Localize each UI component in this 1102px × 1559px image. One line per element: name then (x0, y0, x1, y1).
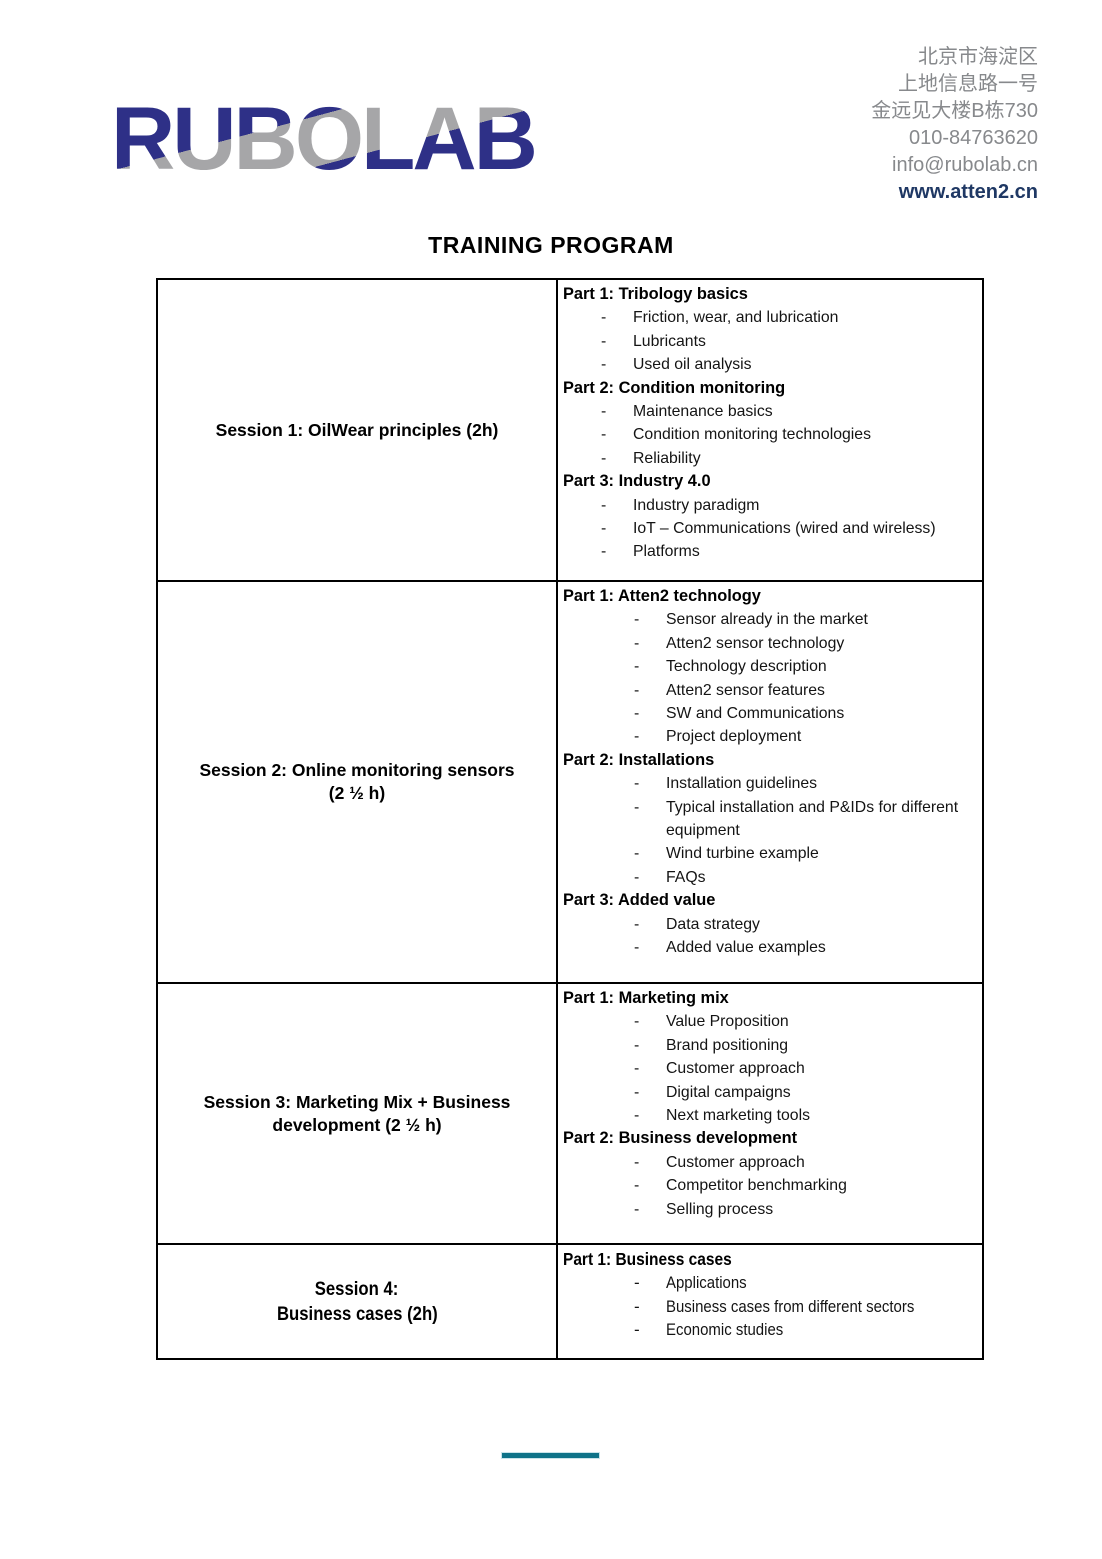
part-item-list: Data strategy Added value examples (563, 913, 978, 960)
session-title-line: Session 4: (309, 1277, 404, 1302)
part-heading: Part 2: Business development (563, 1129, 798, 1148)
part-heading: Part 2: Condition monitoring (563, 378, 786, 397)
list-item: Customer approach (563, 1057, 978, 1081)
part-heading: Part 1: Marketing mix (563, 989, 729, 1007)
part-heading: Part 2: Installations (563, 750, 715, 769)
session-3-content-cell: Part 1: Marketing mix Value Proposition … (558, 984, 982, 1243)
part-heading: Part 3: Industry 4.0 (563, 472, 711, 491)
table-row-session-1: Session 1: OilWear principles (2h) Part … (158, 280, 982, 580)
list-item: Value Proposition (563, 1010, 978, 1034)
session-title-line: Business cases (2h) (266, 1302, 449, 1327)
part-heading: Part 1: Atten2 technology (563, 587, 761, 605)
footer-divider (502, 1453, 599, 1458)
table-row-session-4: Session 4: Business cases (2h) Part 1: B… (158, 1243, 982, 1358)
part-heading: Part 1: Tribology basics (563, 285, 748, 303)
list-item: Wind turbine example (563, 842, 978, 866)
list-item: Sensor already in the market (563, 608, 978, 632)
part-item-list: Maintenance basics Condition monitoring … (563, 400, 978, 471)
part-item-list: Customer approach Competitor benchmarkin… (563, 1151, 978, 1222)
session-title-line: Session 2: Online monitoring sensors (199, 760, 515, 780)
part-item-list: Applications Business cases from differe… (563, 1271, 978, 1342)
list-item: Customer approach (563, 1151, 978, 1175)
training-program-table: Session 1: OilWear principles (2h) Part … (156, 278, 984, 1360)
session-4-content-cell: Part 1: Business cases Applications Busi… (558, 1245, 982, 1358)
list-item: Platforms (563, 540, 978, 564)
website-url: www.atten2.cn (898, 181, 1038, 203)
part-item-list: Friction, wear, and lubrication Lubrican… (563, 306, 978, 377)
list-item-text: Applications (666, 1273, 747, 1293)
list-item: Brand positioning (563, 1034, 978, 1058)
list-item: Project deployment (563, 725, 978, 749)
part-item-list: Sensor already in the market Atten2 sens… (563, 608, 978, 749)
session-2-title-cell: Session 2: Online monitoring sensors (2 … (158, 582, 558, 982)
session-1-content-cell: Part 1: Tribology basics Friction, wear,… (558, 280, 982, 580)
session-title-line: development (2 ½ h) (272, 1114, 442, 1135)
list-item: Maintenance basics (563, 400, 978, 424)
part-item-list: Installation guidelines Typical installa… (563, 772, 978, 889)
list-item: IoT – Communications (wired and wireless… (563, 517, 978, 541)
list-item: Selling process (563, 1198, 978, 1222)
list-item: Data strategy (563, 913, 978, 937)
list-item: Added value examples (563, 936, 978, 960)
list-item: Atten2 sensor features (563, 679, 978, 703)
list-item: Typical installation and P&IDs for diffe… (563, 796, 978, 843)
list-item: Competitor benchmarking (563, 1174, 978, 1198)
list-item: Reliability (563, 447, 978, 471)
list-item: Installation guidelines (563, 772, 978, 796)
table-row-session-2: Session 2: Online monitoring sensors (2 … (158, 580, 982, 982)
session-2-content-cell: Part 1: Atten2 technology Sensor already… (558, 582, 982, 982)
list-item: Economic studies (563, 1318, 978, 1342)
list-item: Next marketing tools (563, 1104, 978, 1128)
list-item: Friction, wear, and lubrication (563, 306, 978, 330)
list-item: Business cases from different sectors (563, 1295, 978, 1319)
list-item: Lubricants (563, 330, 978, 354)
part-heading: Part 3: Added value (563, 891, 716, 910)
address-line-building: 金远见大楼B栋730 (871, 100, 1038, 122)
part-item-list: Value Proposition Brand positioning Cust… (563, 1010, 978, 1127)
phone-number: 010-84763620 (908, 127, 1038, 149)
list-item: SW and Communications (563, 702, 978, 726)
session-title-text: Session 4: (315, 1278, 399, 1300)
session-4-title-cell: Session 4: Business cases (2h) (158, 1245, 558, 1358)
list-item: Industry paradigm (563, 494, 978, 518)
rubolab-logo: RUBOLAB (111, 88, 538, 188)
table-row-session-3: Session 3: Marketing Mix + Business deve… (158, 982, 982, 1243)
part-heading-text: Part 1: Business cases (563, 1249, 732, 1269)
session-title-line: (2 ½ h) (328, 783, 386, 803)
session-3-title-cell: Session 3: Marketing Mix + Business deve… (158, 984, 558, 1243)
list-item-text: Economic studies (666, 1320, 784, 1340)
session-title-line: Session 3: Marketing Mix + Business (203, 1091, 511, 1112)
address-line-district: 北京市海淀区 (918, 46, 1038, 68)
part-item-list: Industry paradigm IoT – Communications (… (563, 494, 978, 565)
session-1-title-cell: Session 1: OilWear principles (2h) (158, 280, 558, 580)
part-heading: Part 1: Business cases (563, 1248, 978, 1271)
list-item: Used oil analysis (563, 353, 978, 377)
list-item: Digital campaigns (563, 1081, 978, 1105)
list-item: Technology description (563, 655, 978, 679)
list-item: Condition monitoring technologies (563, 423, 978, 447)
list-item: FAQs (563, 866, 978, 890)
contact-block: 北京市海淀区 上地信息路一号 金远见大楼B栋730 010-84763620 i… (871, 44, 1038, 206)
list-item: Atten2 sensor technology (563, 632, 978, 656)
email-address: info@rubolab.cn (892, 154, 1038, 176)
session-title-text: Business cases (2h) (276, 1303, 438, 1325)
list-item: Applications (563, 1271, 978, 1295)
address-line-street: 上地信息路一号 (898, 73, 1038, 95)
list-item-text: Business cases from different sectors (666, 1296, 915, 1316)
session-title-line: Session 1: OilWear principles (2h) (215, 419, 499, 440)
page-title: TRAINING PROGRAM (428, 232, 674, 258)
